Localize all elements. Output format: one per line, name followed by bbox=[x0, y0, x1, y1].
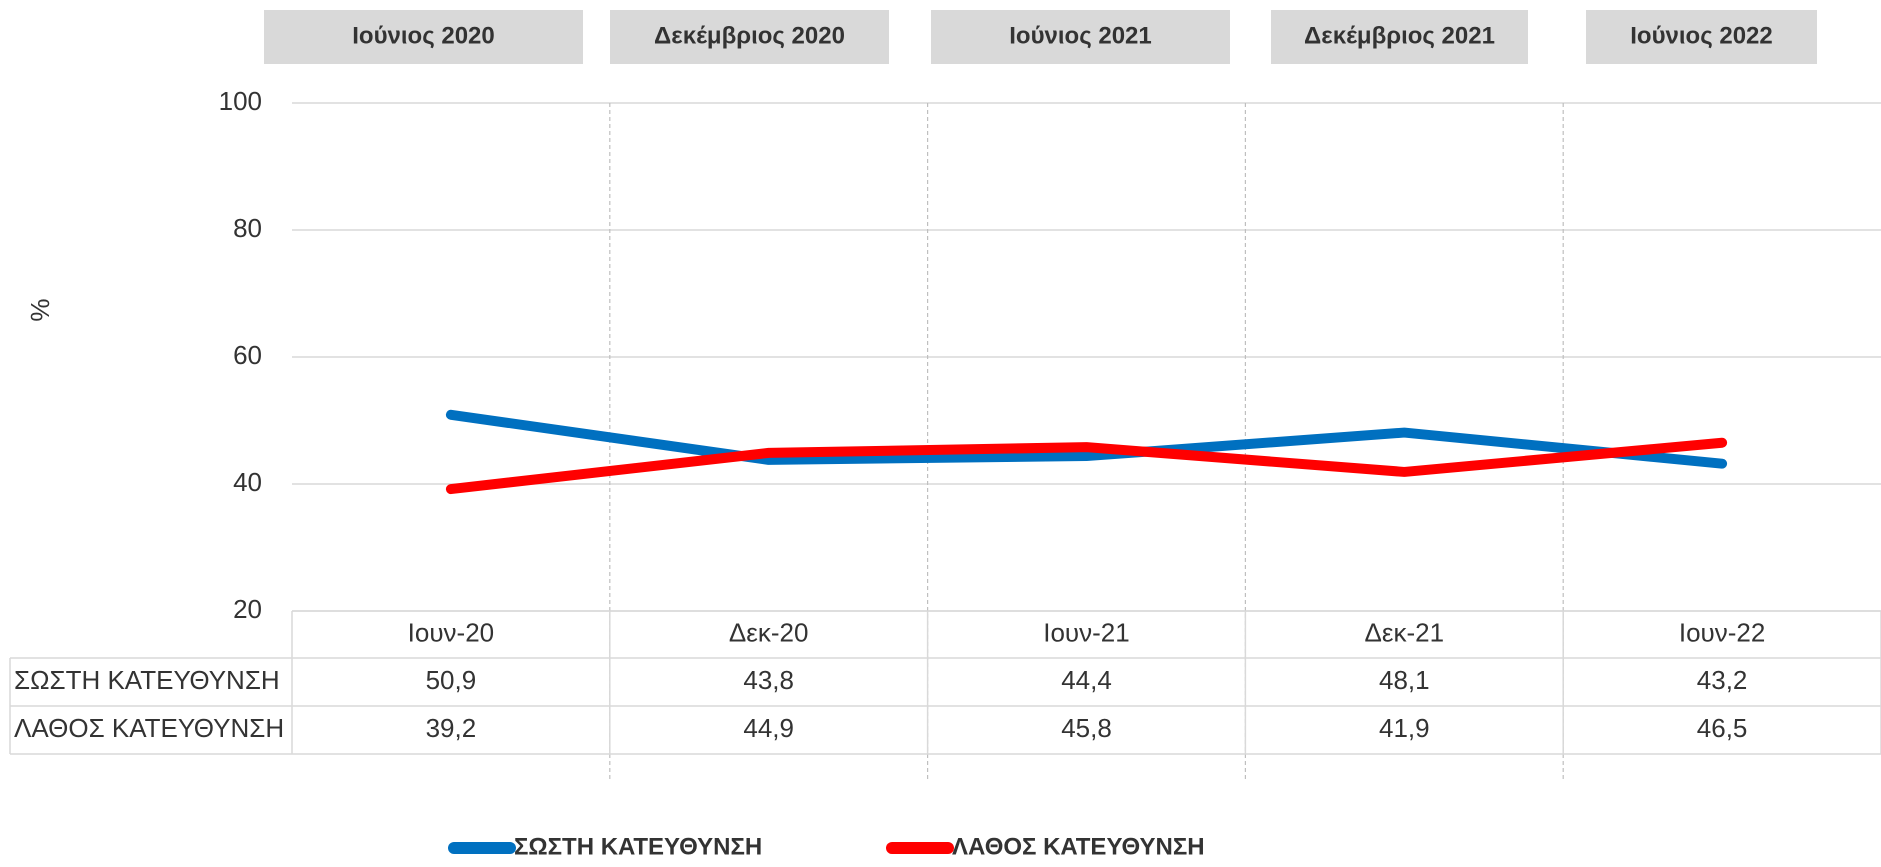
period-header-box bbox=[1271, 10, 1528, 64]
y-tick-label: 40 bbox=[233, 467, 262, 497]
series-line bbox=[445, 409, 1728, 469]
x-tick-label: Ιουν-20 bbox=[408, 617, 494, 647]
y-tick-label: 60 bbox=[233, 340, 262, 370]
y-tick-label: 20 bbox=[233, 594, 262, 624]
table-row-header: ΣΩΣΤΗ ΚΑΤΕΥΘΥΝΣΗ bbox=[14, 665, 280, 695]
legend-label: ΣΩΣΤΗ ΚΑΤΕΥΘΥΝΣΗ bbox=[514, 833, 762, 860]
x-tick-label: Ιουν-22 bbox=[1679, 617, 1765, 647]
y-axis-label: % bbox=[25, 298, 55, 321]
table-row-header: ΛΑΘΟΣ ΚΑΤΕΥΘΥΝΣΗ bbox=[14, 713, 284, 743]
period-header: Δεκέμβριος 2021 bbox=[1304, 22, 1495, 49]
x-tick-label: Δεκ-21 bbox=[1365, 617, 1445, 647]
series-line bbox=[445, 437, 1728, 495]
table-value: 46,5 bbox=[1697, 713, 1748, 743]
table-value: 45,8 bbox=[1061, 713, 1112, 743]
table-value: 41,9 bbox=[1379, 713, 1430, 743]
table-value: 43,2 bbox=[1697, 665, 1748, 695]
period-header-box bbox=[610, 10, 889, 64]
period-header-box bbox=[264, 10, 583, 64]
table-value: 39,2 bbox=[426, 713, 477, 743]
table-value: 50,9 bbox=[426, 665, 477, 695]
period-header: Ιούνιος 2020 bbox=[352, 22, 495, 49]
y-tick-label: 100 bbox=[219, 86, 262, 116]
table-value: 44,4 bbox=[1061, 665, 1112, 695]
x-tick-label: Ιουν-21 bbox=[1043, 617, 1129, 647]
table-value: 44,9 bbox=[743, 713, 794, 743]
period-header-box bbox=[931, 10, 1230, 64]
period-header: Δεκέμβριος 2020 bbox=[654, 22, 845, 49]
period-header-box bbox=[1586, 10, 1817, 64]
legend-label: ΛΑΘΟΣ ΚΑΤΕΥΘΥΝΣΗ bbox=[952, 833, 1205, 860]
period-header: Ιούνιος 2021 bbox=[1009, 22, 1152, 49]
x-tick-label: Δεκ-20 bbox=[729, 617, 809, 647]
period-header: Ιούνιος 2022 bbox=[1630, 22, 1773, 49]
y-tick-label: 80 bbox=[233, 213, 262, 243]
table-value: 48,1 bbox=[1379, 665, 1430, 695]
table-value: 43,8 bbox=[743, 665, 794, 695]
